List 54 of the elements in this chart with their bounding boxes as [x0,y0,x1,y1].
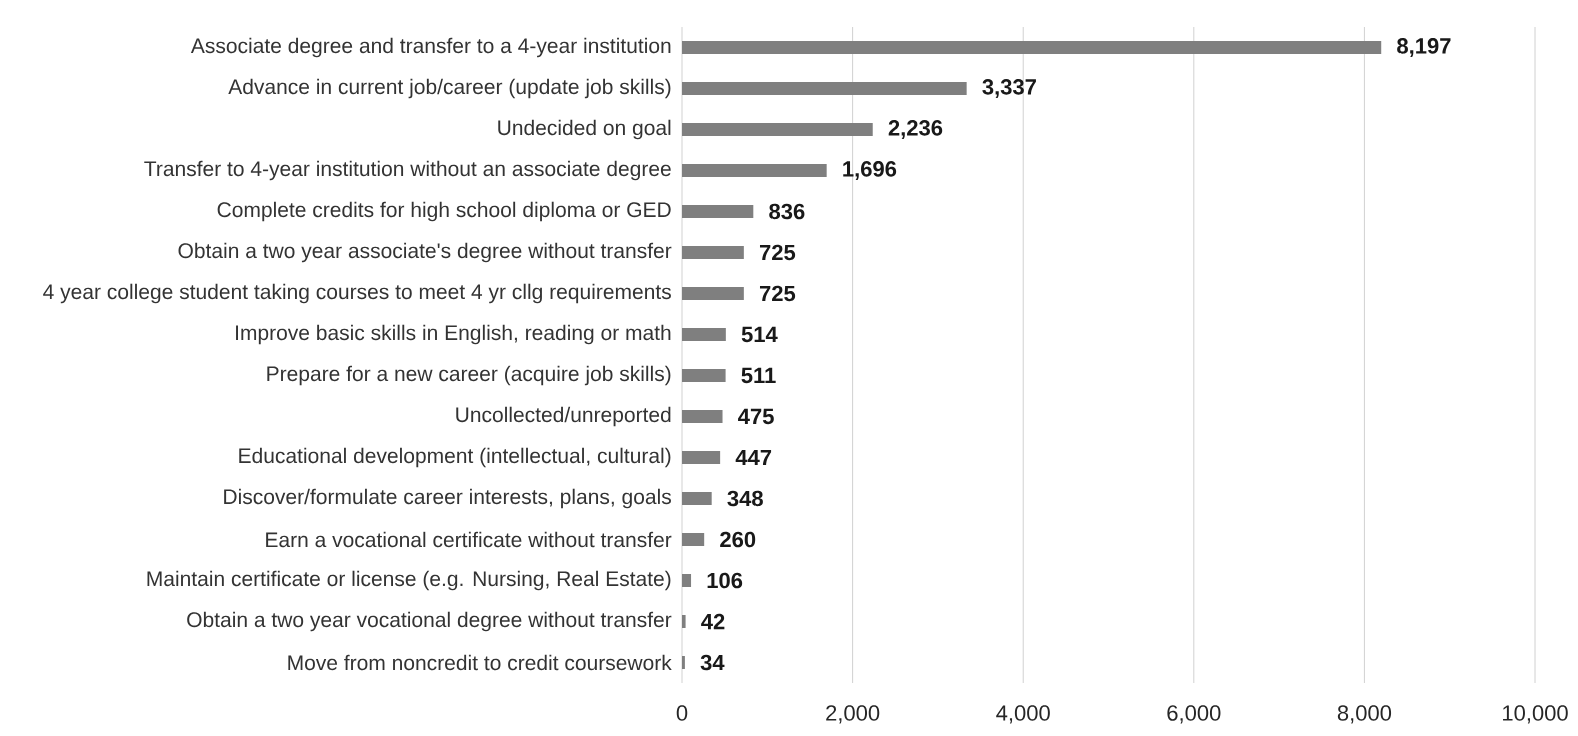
bar [682,82,967,95]
bar [682,656,685,670]
data-label: 106 [707,572,743,589]
bar [682,369,726,383]
data-label: 475 [738,408,774,425]
bar [682,615,686,629]
x-tick-label: 6,000 [1167,705,1221,724]
data-label: 348 [727,490,763,507]
y-tick-label: Prepare for a new career (acquire job skills) [267,365,671,386]
y-tick-label: Complete credits for high school diploma or GED [217,201,671,222]
bar [682,492,712,506]
data-label: 8,197 [1397,38,1451,57]
y-tick-label: Discover/formulate career interests, plans, goals [224,488,671,509]
data-label: 42 [701,613,725,630]
data-label: 260 [720,531,756,548]
bar [682,246,744,259]
bar [682,123,873,136]
data-label: 514 [741,326,778,343]
bar [682,164,827,178]
y-tick-label: Undecided on goal [498,119,671,140]
x-tick-label: 0 [676,705,688,721]
y-tick-label: Improve basic skills in English, reading or math [236,324,671,345]
data-label: 447 [735,449,772,466]
y-tick-label: Transfer to 4-year institution without an associate degree [144,160,671,181]
y-tick-label: Educational development (intellectual, cultural) [239,447,671,468]
y-tick-label: 4 year college student taking courses to meet 4 yr cllg requirements [43,283,671,304]
bar [682,41,1382,54]
data-label: 725 [759,244,796,261]
bar [682,328,726,341]
y-tick-label: Move from noncredit to credit coursework [288,654,672,671]
y-tick-label: Associate degree and transfer to a 4-year institution [190,37,671,58]
bar [682,451,721,465]
y-tick-label: Maintain certificate or license (e.g. Nursing, Real Estate) [147,570,671,591]
bar [682,574,692,588]
y-tick-label: Advance in current job/career (update job skills) [228,78,671,99]
y-tick-label: Uncollected/unreported [456,406,671,427]
y-tick-label: Earn a vocational certificate without transfer [266,531,672,548]
data-label: 836 [769,203,805,220]
x-tick-label: 4,000 [996,705,1050,724]
y-tick-label: Obtain a two year associate's degree without transfer [178,242,672,263]
data-label: 725 [759,285,796,302]
x-tick-label: 8,000 [1337,705,1392,724]
bar [682,287,744,300]
bar [682,533,705,547]
data-label: 1,696 [843,161,897,180]
x-tick-label: 10,000 [1503,705,1568,724]
bar [682,205,754,219]
data-label: 2,236 [888,120,943,139]
data-label: 34 [700,654,725,671]
x-tick-label: 2,000 [826,705,880,724]
data-label: 511 [741,367,776,384]
y-tick-label: Obtain a two year vocational degree without transfer [187,611,672,632]
data-label: 3,337 [982,79,1036,98]
bar [682,410,723,424]
